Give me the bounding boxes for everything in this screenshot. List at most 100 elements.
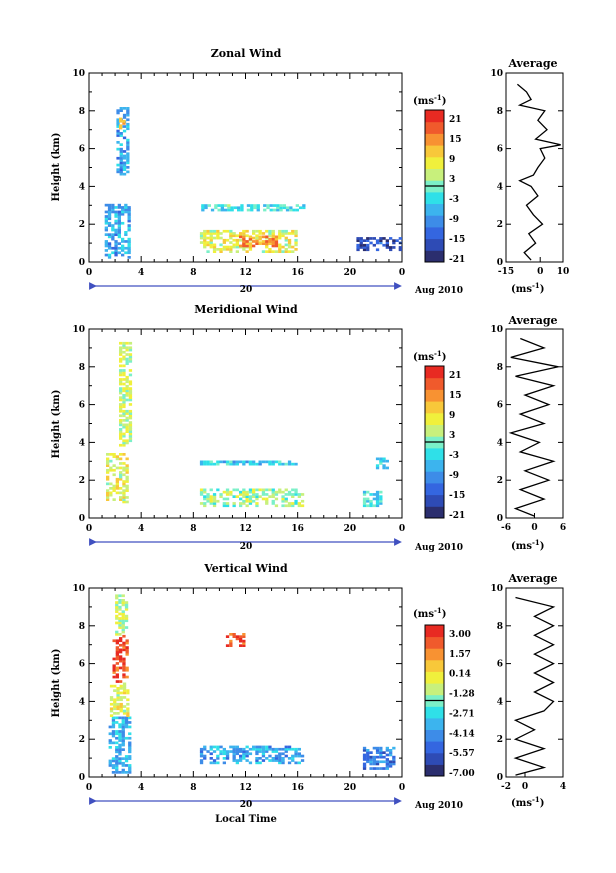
heatmap-cell xyxy=(122,462,126,465)
heatmap-cell xyxy=(118,734,122,738)
colorbar-swatch xyxy=(425,389,444,402)
heatmap-cell xyxy=(111,716,116,720)
x-tick-label: 0 xyxy=(86,268,92,278)
heatmap-cell xyxy=(113,684,117,688)
heatmap-cell xyxy=(375,504,380,508)
heatmap-cell xyxy=(122,168,127,171)
heatmap-cell xyxy=(375,746,380,750)
heatmap-cell xyxy=(242,493,246,496)
heatmap-cell xyxy=(366,237,370,240)
heatmap-cell xyxy=(239,232,243,235)
heatmap-cell xyxy=(115,730,119,733)
heatmap-cell xyxy=(115,477,119,481)
heatmap-cell xyxy=(126,170,130,174)
heatmap-cell xyxy=(199,488,204,492)
y-tick-label: 6 xyxy=(79,660,85,670)
heatmap-cell xyxy=(268,462,272,466)
heatmap-cell xyxy=(117,215,121,218)
heatmap-cell xyxy=(116,170,120,174)
heatmap-cell xyxy=(119,648,123,652)
heatmap-cell xyxy=(225,460,230,464)
x-tick-label: 4 xyxy=(138,524,144,534)
heatmap-cell xyxy=(111,237,115,241)
heatmap-cell xyxy=(294,232,298,235)
heatmap-cell xyxy=(389,749,393,752)
heatmap-cell xyxy=(278,245,282,249)
heatmap-cell xyxy=(294,490,298,494)
heatmap-cell xyxy=(119,348,123,352)
heatmap-cell xyxy=(300,493,305,496)
heatmap-cell xyxy=(199,502,204,505)
heatmap-cell xyxy=(122,389,126,393)
heatmap-cell xyxy=(203,238,207,242)
heatmap-cell xyxy=(206,495,210,498)
heatmap-cell xyxy=(398,248,402,252)
x-tick-label: 4 xyxy=(138,268,144,278)
heatmap-cell xyxy=(284,238,288,242)
heatmap-cell xyxy=(281,229,285,233)
heatmap-cell xyxy=(118,608,122,611)
heatmap-cell xyxy=(125,387,129,390)
heatmap-cell xyxy=(115,732,119,736)
heatmap-cell xyxy=(126,166,130,169)
heatmap-cell xyxy=(122,648,126,652)
heatmap-cell xyxy=(126,113,130,117)
heatmap-cell xyxy=(115,680,119,683)
heatmap-cell xyxy=(115,761,119,765)
heatmap-cell xyxy=(229,234,233,238)
heatmap-cell xyxy=(245,504,249,508)
heatmap-cell xyxy=(122,382,126,386)
heatmap-cell xyxy=(122,682,127,686)
heatmap-cell xyxy=(112,484,116,488)
heatmap-cell xyxy=(369,760,373,764)
heatmap-cell xyxy=(219,248,223,251)
heatmap-cell xyxy=(232,488,236,492)
heatmap-cell xyxy=(124,251,128,255)
heatmap-cell xyxy=(106,493,110,497)
heatmap-cell xyxy=(212,243,217,247)
heatmap-cell xyxy=(284,754,288,758)
colorbar-swatch xyxy=(425,215,444,228)
heatmap-cell xyxy=(235,250,239,253)
heatmap-cell xyxy=(294,750,298,753)
avg-x-tick-label: 6 xyxy=(560,523,566,533)
heatmap-cell xyxy=(362,493,367,496)
heatmap-cell xyxy=(239,490,243,494)
heatmap-cell xyxy=(126,698,130,702)
heatmap-cell xyxy=(268,754,272,758)
heatmap-cell xyxy=(122,150,127,153)
heatmap-cell xyxy=(382,466,386,470)
colorbar-swatch xyxy=(425,412,444,425)
heatmap-cell xyxy=(382,464,386,467)
heatmap-cell xyxy=(389,237,393,240)
heatmap-cell xyxy=(289,206,293,210)
heatmap-cell xyxy=(124,721,129,724)
heatmap-cell xyxy=(287,502,292,505)
heatmap-cell xyxy=(278,757,282,760)
heatmap-cell xyxy=(107,217,112,221)
heatmap-cell xyxy=(362,749,367,752)
heatmap-cell xyxy=(261,493,266,496)
heatmap-cell xyxy=(375,241,380,245)
colorbar-tick-label: -4.14 xyxy=(449,729,475,739)
heatmap-cell xyxy=(126,707,130,711)
heatmap-cell xyxy=(382,243,386,247)
heatmap-cell xyxy=(122,643,126,647)
heatmap-cell xyxy=(248,761,253,765)
x-tick-label: 20 xyxy=(344,783,357,793)
heatmap-cell xyxy=(271,244,275,248)
heatmap-cell xyxy=(203,490,207,494)
heatmap-cell xyxy=(119,437,123,440)
heatmap-cell xyxy=(115,716,119,720)
heatmap-cell xyxy=(115,596,119,600)
heatmap-cell xyxy=(106,489,110,492)
heatmap-cell xyxy=(115,748,119,751)
heatmap-cell xyxy=(106,482,110,486)
heatmap-cell xyxy=(121,716,125,720)
heatmap-cell xyxy=(379,462,383,465)
heatmap-cell xyxy=(122,493,126,497)
heatmap-cell xyxy=(212,236,217,240)
heatmap-cell xyxy=(108,759,112,763)
heatmap-cell xyxy=(225,245,230,249)
heatmap-cell xyxy=(203,502,207,505)
